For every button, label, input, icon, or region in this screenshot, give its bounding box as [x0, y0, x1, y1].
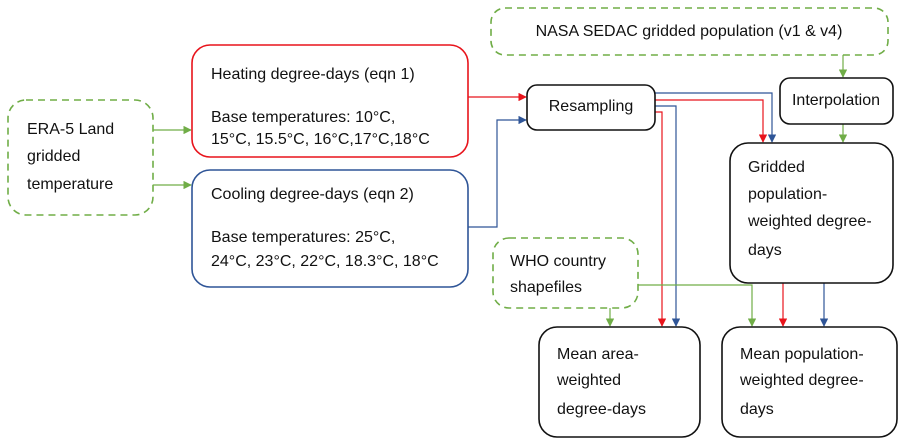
node-label: NASA SEDAC gridded population (v1 & v4) — [536, 23, 843, 40]
node-label: Base temperatures: 10°C, — [211, 109, 395, 126]
node-label: shapefiles — [510, 279, 582, 296]
node-label: 24°C, 23°C, 22°C, 18.3°C, 18°C — [211, 253, 439, 270]
node-label: days — [748, 242, 782, 259]
node-label: degree-days — [557, 401, 646, 418]
node-label: 15°C, 15.5°C, 16°C,17°C,18°C — [211, 131, 430, 148]
node-box — [729, 142, 894, 284]
node-box — [779, 77, 894, 125]
node-label: weighted degree- — [739, 372, 864, 389]
node-box — [191, 169, 469, 288]
node-label: Mean area- — [557, 346, 639, 363]
edge — [655, 99, 768, 143]
node-box — [490, 7, 889, 56]
node-label: gridded — [27, 148, 80, 165]
node-label: ERA-5 Land — [27, 121, 114, 138]
node-label: Interpolation — [792, 92, 880, 109]
node-label: Gridded — [748, 159, 805, 176]
node-label: Heating degree-days (eqn 1) — [211, 66, 415, 83]
node-box — [721, 326, 898, 438]
node-label: Base temperatures: 25°C, — [211, 229, 395, 246]
node-label: Cooling degree-days (eqn 2) — [211, 186, 414, 203]
edge — [655, 111, 667, 327]
node-box — [538, 326, 701, 438]
node-label: WHO country — [510, 253, 606, 270]
edge — [655, 105, 681, 327]
node-label: weighted — [556, 372, 621, 389]
edges — [153, 55, 848, 327]
edge — [655, 92, 777, 143]
edge — [468, 115, 527, 228]
node-label: population- — [748, 186, 827, 203]
node-label: Resampling — [549, 98, 633, 115]
node-label: days — [740, 401, 774, 418]
node-box — [492, 237, 639, 309]
node-box — [526, 84, 656, 131]
edge — [638, 284, 757, 327]
node-label: Mean population- — [740, 346, 864, 363]
node-label: temperature — [27, 176, 113, 193]
nodes: ERA-5 Land gridded temperature Heating d… — [7, 7, 898, 438]
node-box — [7, 99, 154, 216]
node-box — [191, 44, 469, 158]
node-label: weighted degree- — [747, 213, 872, 230]
